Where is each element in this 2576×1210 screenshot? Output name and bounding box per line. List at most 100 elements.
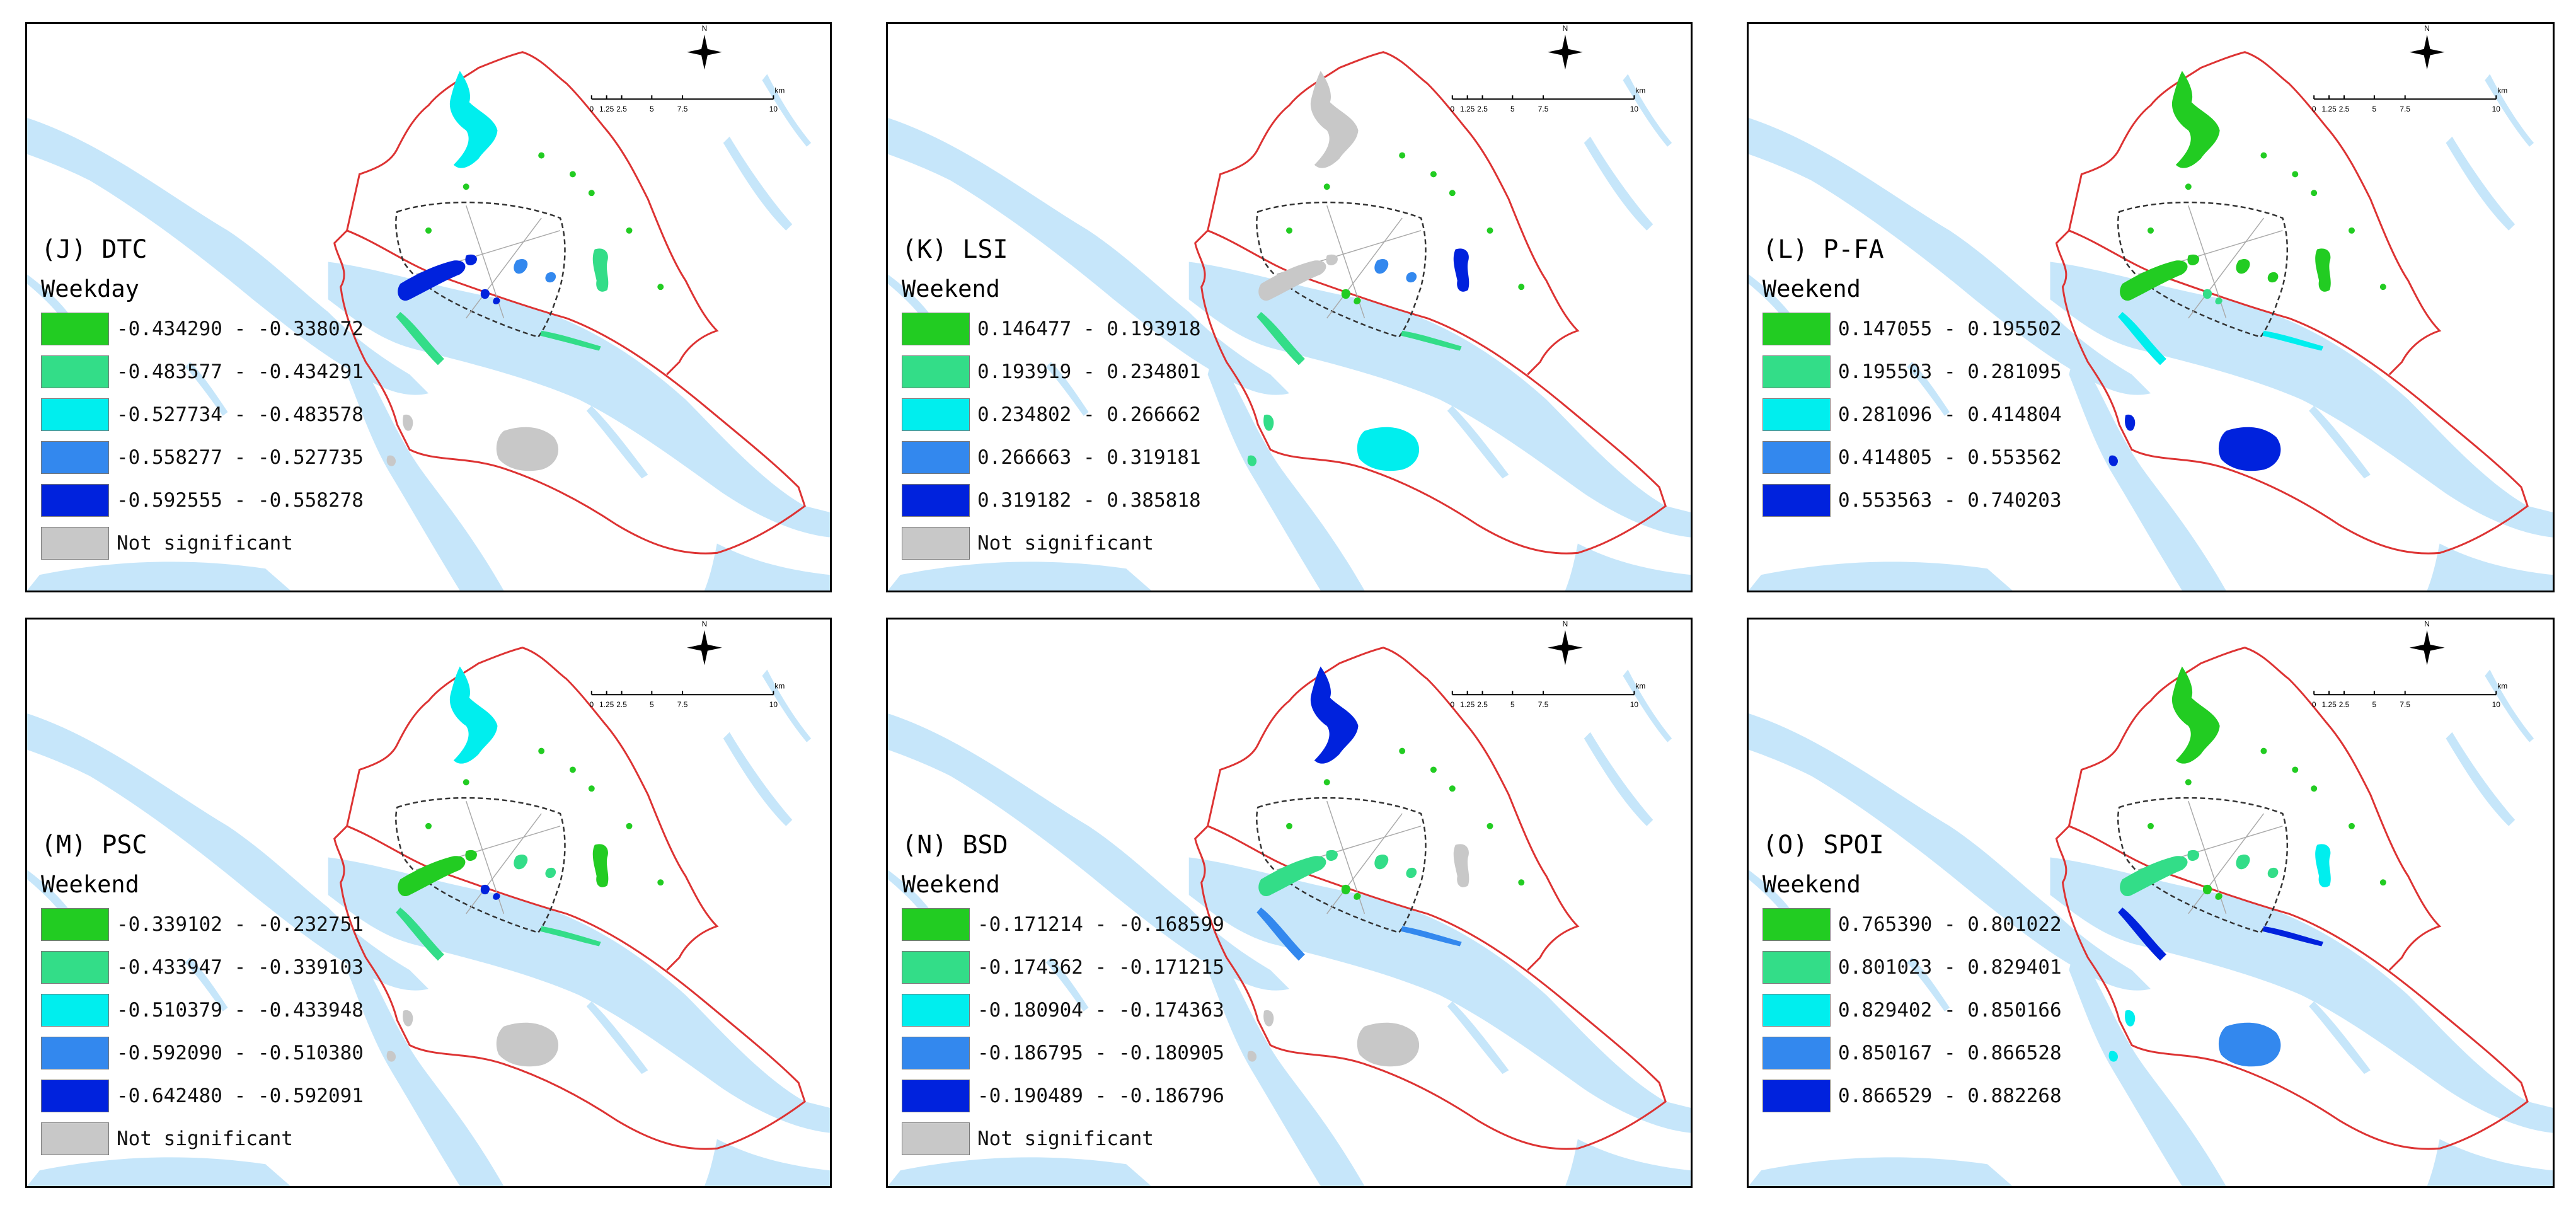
patch-centerB (1341, 884, 1351, 895)
legend-swatch (902, 484, 970, 517)
legend-item: -0.558277 - -0.527735 (41, 436, 364, 479)
legend-range-label: 0.147055 - 0.195502 (1838, 318, 2062, 340)
legend-swatch (41, 484, 109, 517)
legend-item: 0.266663 - 0.319181 (902, 436, 1201, 479)
scale-tick-label: 1.25 (599, 700, 614, 709)
legend-item: -0.433947 - -0.339103 (41, 946, 364, 989)
legend-item: 0.553563 - 0.740203 (1762, 479, 2062, 522)
inner-ring-road (1256, 201, 1427, 338)
river-water (2309, 405, 2371, 479)
legend-swatch (1762, 441, 1831, 474)
district-boundary (2055, 647, 2529, 1150)
scale-tick-label: 5 (2372, 105, 2377, 113)
river-water (1045, 362, 1089, 416)
district-boundary (1194, 647, 1667, 1150)
small-patch (2292, 171, 2299, 178)
river-water (185, 957, 228, 1011)
river-water (2485, 669, 2534, 742)
scale-tick-label: 7.5 (677, 105, 688, 113)
map-canvas: N 0 1.25 2.5 5 7.5 10 km (27, 24, 830, 591)
legend-range-label: 0.281096 - 0.414804 (1838, 403, 2062, 426)
legend-swatch (1762, 313, 1831, 345)
scale-unit: km (774, 681, 785, 690)
patch-riverbank (396, 311, 444, 366)
legend-range-label: 0.266663 - 0.319181 (977, 446, 1201, 469)
patch-southwest (386, 455, 396, 466)
river-water (27, 1157, 291, 1186)
map-panel: N 0 1.25 2.5 5 7.5 10 km (O) SPOI Weekend 0.765390… (1747, 618, 2555, 1188)
legend-swatch (1762, 951, 1831, 984)
legend-item: -0.339102 - -0.232751 (41, 903, 364, 946)
small-patch (1323, 183, 1330, 190)
patch-north (449, 666, 498, 764)
river-water (2446, 136, 2516, 231)
river-water (1447, 1001, 1509, 1075)
scale-tick-label: 5 (1510, 105, 1515, 113)
patch-riverbank (2262, 926, 2324, 947)
small-patch (588, 785, 595, 792)
river-water (1447, 405, 1509, 479)
small-patch (2260, 747, 2267, 754)
scale-tick-label: 2.5 (616, 700, 627, 709)
scale-tick-label: 10 (769, 105, 778, 113)
scale-tick-label: 7.5 (1538, 700, 1549, 709)
river-water (2309, 1001, 2371, 1075)
scale-tick-label: 1.25 (1460, 105, 1475, 113)
small-patch (1430, 766, 1437, 773)
patch-east (2315, 248, 2331, 292)
small-patch (2349, 822, 2355, 829)
legend-range-label: 0.850167 - 0.866528 (1838, 1042, 2062, 1064)
map-canvas: N 0 1.25 2.5 5 7.5 10 km (1749, 619, 2553, 1186)
legend-item: 0.319182 - 0.385818 (902, 479, 1201, 522)
legend-range-label: 0.146477 - 0.193918 (977, 318, 1201, 340)
district-boundary (1194, 51, 1667, 555)
scale-tick-label: 0 (589, 700, 594, 709)
legend-swatch (41, 398, 109, 431)
patch-centerB (2215, 893, 2222, 900)
legend-range-label: -0.592555 - -0.558278 (117, 489, 364, 512)
patch-north (2171, 71, 2220, 168)
small-patch (2311, 190, 2318, 197)
river-water (1907, 362, 1950, 416)
patch-centerA (1374, 258, 1389, 274)
legend-item-not-significant: Not significant (41, 1117, 364, 1160)
map-panel: N 0 1.25 2.5 5 7.5 10 km (K) LSI Weekend 0.146477 … (886, 22, 1693, 592)
river-water (1749, 562, 2013, 591)
scale-tick-label: 0 (1450, 105, 1454, 113)
inner-ring-road (395, 201, 566, 338)
small-patch (2148, 822, 2154, 829)
legend-item-not-significant: Not significant (902, 1117, 1224, 1160)
legend-swatch (41, 527, 109, 560)
legend-swatch (902, 398, 970, 431)
patch-riverbank (1256, 907, 1305, 961)
patch-north (1310, 666, 1359, 764)
river-water (185, 362, 228, 416)
patch-west (2120, 260, 2188, 301)
legend-swatch (902, 355, 970, 388)
legend-swatch (1762, 994, 1831, 1027)
patch-centerB (1341, 289, 1351, 299)
legend-item: -0.592090 - -0.510380 (41, 1032, 364, 1075)
legend-range-label: -0.339102 - -0.232751 (117, 913, 364, 936)
scale-unit: km (2497, 681, 2507, 690)
legend-item: 0.234802 - 0.266662 (902, 393, 1201, 436)
map-panel: N 0 1.25 2.5 5 7.5 10 km (L) P-FA Weekend 0.147055… (1747, 22, 2555, 592)
legend-swatch (41, 1037, 109, 1069)
scale-bar: 0 1.25 2.5 5 7.5 10 km (2312, 86, 2507, 113)
compass-label: N (702, 24, 708, 33)
legend-item: -0.483577 - -0.434291 (41, 350, 364, 393)
patch-north (2171, 666, 2220, 764)
river-water (1749, 118, 2151, 395)
patch-centerA (514, 854, 528, 870)
patch-southwest (1247, 455, 1257, 466)
patch-south (1357, 1022, 1420, 1067)
scale-tick-label: 10 (769, 700, 778, 709)
small-patch (2292, 766, 2299, 773)
legend-item: 0.850167 - 0.866528 (1762, 1032, 2062, 1075)
legend-item: 0.281096 - 0.414804 (1762, 393, 2062, 436)
river-water (1207, 945, 1365, 1186)
patch-west (398, 856, 466, 897)
legend-item: 0.146477 - 0.193918 (902, 308, 1201, 350)
small-patch (569, 766, 576, 773)
patch-west (1258, 856, 1326, 897)
